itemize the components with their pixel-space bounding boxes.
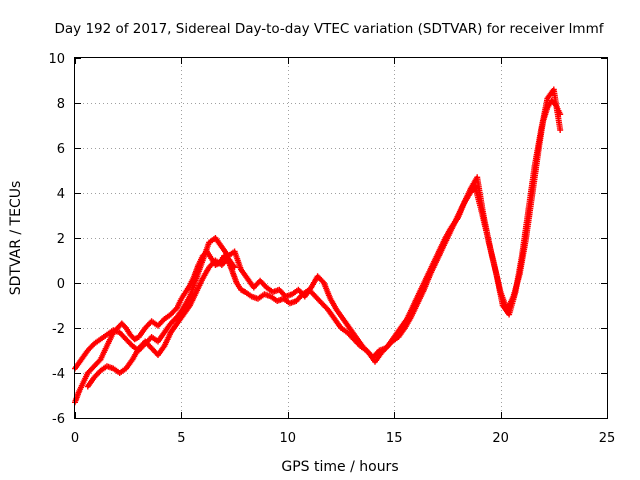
y-tick-label: -6 (52, 412, 65, 427)
x-tick-label: 5 (177, 431, 185, 446)
x-tick-label: 0 (71, 431, 79, 446)
data-points (72, 86, 564, 406)
x-tick-label: 20 (492, 431, 509, 446)
axis-ticks (75, 58, 608, 419)
x-axis-title: GPS time / hours (281, 459, 398, 475)
y-axis-title: SDTVAR / TECUs (8, 181, 24, 296)
y-tick-label: 2 (57, 232, 65, 247)
y-tick-label: -4 (52, 367, 65, 382)
x-tick-label: 15 (386, 431, 403, 446)
x-tick-label: 10 (280, 431, 297, 446)
y-tick-label: 10 (48, 52, 65, 67)
chart-title: Day 192 of 2017, Sidereal Day-to-day VTE… (55, 21, 605, 37)
y-tick-labels: -6 -4 -2 0 2 4 6 8 10 (48, 52, 65, 427)
y-tick-label: 8 (57, 97, 65, 112)
series-track-c (84, 255, 238, 390)
x-tick-label: 25 (599, 431, 616, 446)
y-tick-label: 6 (57, 142, 65, 157)
grid-lines (75, 58, 607, 418)
x-tick-labels: 0 5 10 15 20 25 (71, 431, 615, 446)
plot-frame (74, 57, 608, 419)
y-tick-label: 0 (57, 277, 65, 292)
data-point-markers (84, 255, 238, 390)
y-tick-label: -2 (52, 322, 65, 337)
y-tick-label: 4 (57, 187, 65, 202)
